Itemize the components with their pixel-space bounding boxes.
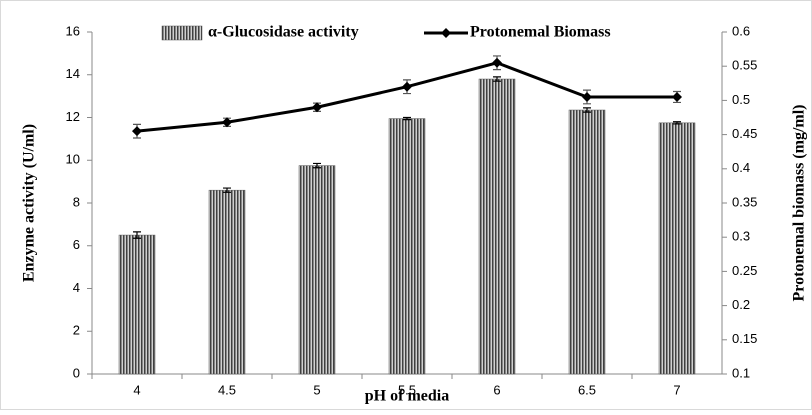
marker: [672, 91, 682, 102]
bar: [568, 109, 606, 375]
y2-tick-label: 0.1: [732, 365, 750, 380]
legend-label: Protonemal Biomass: [470, 24, 611, 41]
x-tick-label: 6: [493, 382, 500, 397]
y2-axis-label: Protonemal biomass (mg/ml): [791, 104, 808, 301]
y2-tick-label: 0.3: [732, 229, 750, 244]
y-tick-label: 12: [66, 109, 80, 124]
marker: [132, 126, 142, 137]
x-tick-label: 6.5: [578, 382, 596, 397]
x-tick-label: 4.5: [218, 382, 236, 397]
legend-label: α-Glucosidase activity: [208, 24, 359, 41]
y2-tick-label: 0.25: [732, 263, 757, 278]
error-bar: [133, 231, 141, 239]
y2-tick-label: 0.45: [732, 126, 757, 141]
y2-tick-label: 0.2: [732, 297, 750, 312]
y2-tick-label: 0.15: [732, 331, 757, 346]
bar: [118, 234, 156, 375]
marker: [222, 117, 232, 128]
bar: [658, 122, 696, 375]
y2-tick-label: 0.4: [732, 160, 750, 175]
y-tick-label: 2: [73, 323, 80, 338]
y-tick-label: 0: [73, 365, 80, 380]
error-bar: [673, 121, 681, 125]
bar: [208, 189, 246, 375]
marker: [492, 57, 502, 68]
y-tick-label: 10: [66, 152, 80, 167]
y2-tick-label: 0.6: [732, 23, 750, 38]
legend-marker: [441, 28, 451, 38]
legend-swatch: [161, 25, 203, 41]
x-tick-label: 5.5: [398, 382, 416, 397]
y-tick-label: 14: [66, 66, 80, 81]
bar: [298, 165, 336, 375]
y-tick-label: 8: [73, 194, 80, 209]
y2-tick-label: 0.35: [732, 194, 757, 209]
y-tick-label: 6: [73, 237, 80, 252]
error-bar: [223, 187, 231, 193]
error-bar: [583, 107, 591, 113]
x-tick-label: 7: [673, 382, 680, 397]
error-bar: [403, 116, 411, 121]
marker: [402, 81, 412, 92]
bar: [388, 118, 426, 375]
marker: [582, 91, 592, 102]
x-axis-label: pH of media: [365, 388, 449, 405]
bar: [478, 78, 516, 375]
marker: [312, 102, 322, 113]
x-tick-label: 4: [133, 382, 140, 397]
x-tick-label: 5: [313, 382, 320, 397]
y2-tick-label: 0.55: [732, 58, 757, 73]
y-tick-label: 4: [73, 280, 80, 295]
y2-tick-label: 0.5: [732, 92, 750, 107]
error-bar: [493, 76, 501, 82]
y-axis-label: Enzyme activity (U/ml): [21, 124, 38, 282]
error-bar: [313, 162, 321, 169]
y-tick-label: 16: [66, 23, 80, 38]
